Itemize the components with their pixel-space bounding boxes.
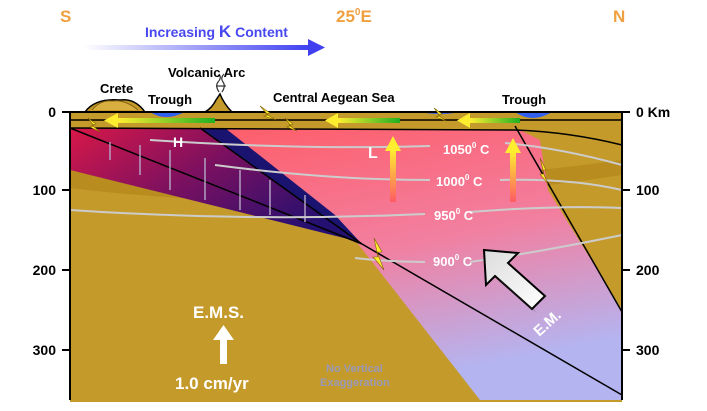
increasing-k-suffix: Content bbox=[231, 24, 288, 40]
sea-left-trough bbox=[150, 112, 185, 117]
slab-top-line bbox=[69, 127, 363, 245]
longitude-degree: 0 bbox=[355, 7, 361, 18]
central-aegean-sea-label: Central Aegean Sea bbox=[273, 90, 395, 105]
slab-hatching bbox=[109, 142, 306, 222]
earthquake-icon bbox=[372, 237, 385, 271]
increasing-k-symbol: K bbox=[219, 22, 232, 41]
crete-label: Crete bbox=[100, 81, 133, 96]
increasing-k-arrow bbox=[84, 39, 325, 56]
right-tick-0: 0 Km bbox=[636, 104, 670, 120]
earthquake-icon bbox=[539, 157, 549, 185]
slab-bottom-line bbox=[361, 243, 623, 396]
volcanic-arc-label: Volcanic Arc bbox=[168, 65, 245, 80]
isotherm-950-label: 9500 C bbox=[434, 207, 474, 223]
earthquake-icon bbox=[87, 117, 101, 133]
low-marker: L bbox=[368, 145, 378, 162]
right-tick-300: 300 bbox=[636, 342, 660, 358]
flow-arrow-center bbox=[325, 113, 400, 128]
right-tick-100: 100 bbox=[636, 182, 660, 198]
moho-line bbox=[69, 127, 623, 146]
left-tick-0: 0 bbox=[48, 104, 56, 120]
right-depth-axis: 0 Km 100 200 300 bbox=[621, 104, 670, 400]
isotherm-1000-line bbox=[214, 164, 431, 181]
longitude-suffix: E bbox=[360, 7, 371, 26]
earthquake-icon bbox=[284, 117, 298, 132]
left-depth-axis: 0 100 200 300 bbox=[33, 104, 71, 400]
sea-right-trough bbox=[515, 112, 552, 118]
no-vertical-exaggeration-line1: No Vertical bbox=[326, 363, 383, 375]
flow-arrow-left bbox=[104, 113, 215, 128]
trough-right-label: Trough bbox=[502, 92, 546, 107]
ems-label: E.M.S. bbox=[193, 303, 244, 322]
em-flow-arrow bbox=[482, 248, 547, 313]
northern-fault-line bbox=[514, 125, 623, 313]
left-tick-300: 300 bbox=[33, 342, 57, 358]
isotherm-1050-label: 10500 C bbox=[443, 141, 490, 157]
isotherm-950-line bbox=[69, 209, 426, 219]
isotherm-1000-label: 10000 C bbox=[436, 173, 483, 189]
crete-relief bbox=[91, 100, 139, 111]
no-vertical-exaggeration-line2: Exaggeration bbox=[320, 377, 390, 389]
increasing-k-prefix: Increasing bbox=[145, 24, 219, 40]
right-tick-200: 200 bbox=[636, 262, 660, 278]
ems-rate-label: 1.0 cm/yr bbox=[175, 374, 249, 393]
trough-left-label: Trough bbox=[148, 92, 192, 107]
isotherm-950-line-right bbox=[469, 206, 623, 213]
isotherm-900-line bbox=[354, 257, 426, 263]
earthquake-icon bbox=[259, 105, 277, 121]
south-label: S bbox=[60, 7, 71, 26]
ems-up-arrow bbox=[213, 325, 234, 364]
flow-arrow-right bbox=[457, 113, 520, 128]
high-marker: H bbox=[173, 134, 183, 150]
volcano-eruption-icon bbox=[216, 73, 226, 93]
isotherm-1050-line-right bbox=[504, 142, 623, 166]
earthquake-icon bbox=[433, 107, 447, 122]
isotherm-900-label: 9000 C bbox=[433, 253, 473, 269]
upwelling-arrow-left bbox=[385, 136, 401, 202]
north-label: N bbox=[613, 7, 625, 26]
left-tick-200: 200 bbox=[33, 262, 57, 278]
wedge-boundary-line bbox=[199, 127, 363, 245]
longitude-value: 25 bbox=[336, 7, 355, 26]
longitude-label: 250E bbox=[336, 7, 372, 26]
upwelling-arrow-right bbox=[505, 138, 521, 202]
increasing-k-label: Increasing K Content bbox=[145, 22, 288, 41]
left-tick-100: 100 bbox=[33, 182, 57, 198]
